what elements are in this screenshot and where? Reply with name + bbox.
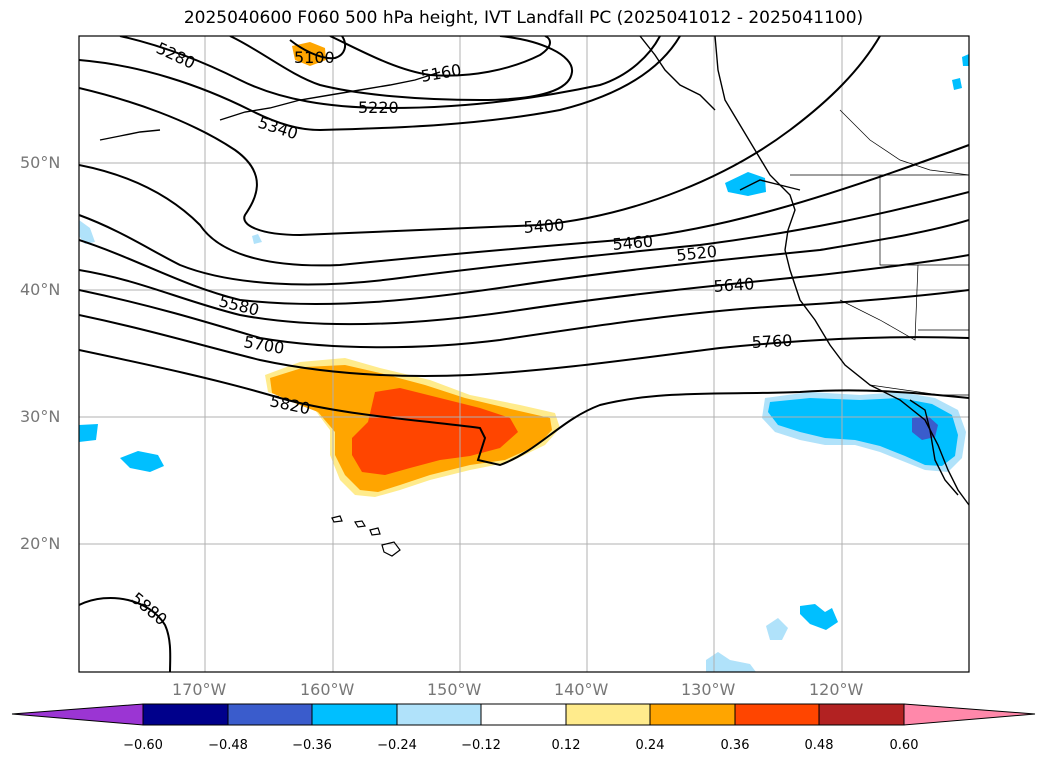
contour-label-5760: 5760 xyxy=(751,331,793,352)
contour-5100 xyxy=(289,36,347,60)
colorbar-seg-7 xyxy=(649,703,736,726)
map-title: 2025040600 F060 500 hPa height, IVT Land… xyxy=(183,8,864,28)
colorbar-seg-3 xyxy=(311,703,398,726)
colorbar-seg-10 xyxy=(903,703,1036,726)
contour-5520 xyxy=(79,191,969,286)
contour-label-5700: 5700 xyxy=(242,332,285,358)
ivt-neg-hawaii-west xyxy=(120,451,164,472)
colorbar-tick: −0.48 xyxy=(208,738,248,753)
contour-label-5100: 5100 xyxy=(294,48,335,67)
contour-5460 xyxy=(79,144,969,267)
contour-5160 xyxy=(329,36,551,77)
contour-label-5340: 5340 xyxy=(256,113,301,144)
contour-label-5640: 5640 xyxy=(713,274,755,296)
colorbar-tick: −0.12 xyxy=(461,738,501,753)
colorbar-tick: −0.36 xyxy=(292,738,332,753)
ivt-neg-nw-small xyxy=(252,234,262,244)
ivt-neg-far-east-top xyxy=(952,78,962,90)
contour-5580 xyxy=(79,219,969,306)
contour-label-5160: 5160 xyxy=(419,60,462,86)
coastlines xyxy=(99,36,969,506)
colorbar-tick: 0.60 xyxy=(889,738,919,753)
ivt-neg-far-east-top2 xyxy=(962,54,969,66)
lon-label-170w: 170°W xyxy=(172,680,227,699)
colorbar-tick: 0.48 xyxy=(804,738,834,753)
ivt-neg-far-west xyxy=(79,424,98,442)
contour-5880 xyxy=(79,597,172,672)
ivt-negative-features xyxy=(79,54,969,672)
political-borders xyxy=(790,109,969,396)
ivt-neg-south2 xyxy=(766,618,788,640)
colorbar-seg-2 xyxy=(227,703,313,726)
contour-5700 xyxy=(79,289,969,349)
map-area: 5100 5160 5220 5280 5340 5400 5460 5520 … xyxy=(79,36,969,672)
contour-5640 xyxy=(79,254,969,326)
lat-label-20n: 20°N xyxy=(20,534,61,553)
ivt-neg-south3 xyxy=(706,652,756,672)
lat-label-50n: 50°N xyxy=(20,153,61,172)
colorbar-tick: −0.24 xyxy=(377,738,417,753)
ivt-neg-west-coast-core xyxy=(768,398,958,466)
contour-label-5400: 5400 xyxy=(523,215,565,237)
contour-label-5460: 5460 xyxy=(612,232,654,254)
colorbar-tick: 0.12 xyxy=(551,738,581,753)
contour-5280 xyxy=(119,36,661,110)
colorbar-seg-1 xyxy=(142,703,229,726)
contour-label-5220: 5220 xyxy=(358,98,399,117)
colorbar-seg-4 xyxy=(396,703,482,726)
colorbar-seg-9 xyxy=(818,703,905,726)
ivt-positive-feature xyxy=(265,358,560,497)
colorbar-seg-6 xyxy=(565,703,651,726)
lat-label-30n: 30°N xyxy=(20,407,61,426)
contour-5220 xyxy=(229,36,574,102)
contour-label-5280: 5280 xyxy=(153,38,198,72)
contour-5400 xyxy=(79,36,881,237)
hawaii-islands xyxy=(331,515,401,557)
contour-5760 xyxy=(79,314,969,378)
lon-label-160w: 160°W xyxy=(300,680,355,699)
colorbar-tick: 0.36 xyxy=(720,738,750,753)
contour-5820 xyxy=(79,349,969,467)
lon-label-150w: 150°W xyxy=(427,680,482,699)
colorbar-tick: −0.60 xyxy=(123,738,163,753)
lat-label-40n: 40°N xyxy=(20,280,61,299)
gridlines xyxy=(79,36,969,672)
contour-labels: 5100 5160 5220 5280 5340 5400 5460 5520 … xyxy=(127,38,792,629)
ivt-neg-far-west-top xyxy=(79,220,95,244)
height-contours xyxy=(79,36,969,672)
lon-label-130w: 130°W xyxy=(681,680,736,699)
ivt-neg-bc-coast xyxy=(725,172,766,196)
lon-label-140w: 140°W xyxy=(554,680,609,699)
contour-label-5520: 5520 xyxy=(675,242,717,265)
lon-label-120w: 120°W xyxy=(809,680,864,699)
colorbar-seg-0 xyxy=(11,703,144,726)
colorbar-tick: 0.24 xyxy=(635,738,665,753)
contour-5340 xyxy=(79,36,681,132)
colorbar-seg-8 xyxy=(734,703,820,726)
ivt-neg-south1 xyxy=(800,604,838,630)
map-frame xyxy=(78,35,970,673)
colorbar-seg-5 xyxy=(480,703,567,726)
colorbar xyxy=(11,703,1036,726)
ivt-shade-048 xyxy=(352,388,518,475)
